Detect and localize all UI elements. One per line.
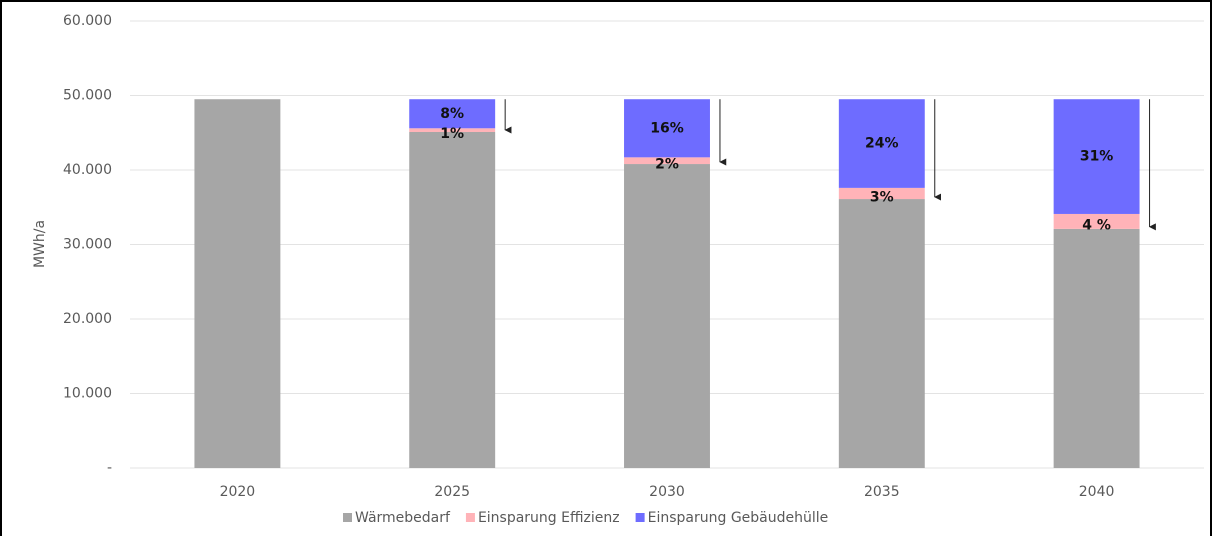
bar-segment: [409, 132, 496, 468]
x-tick-label: 2020: [220, 484, 256, 500]
x-tick-label: 2030: [649, 484, 685, 500]
data-label: 3%: [870, 189, 894, 205]
y-tick-label: 20.000: [63, 311, 112, 327]
legend-marker: [635, 513, 645, 522]
legend-label: Einsparung Effizienz: [478, 510, 620, 526]
y-tick-label: 40.000: [63, 162, 112, 178]
bar-segment: [624, 99, 710, 158]
data-label: 4 %: [1082, 217, 1111, 233]
y-tick-label: -: [107, 460, 112, 476]
x-tick-label: 2040: [1079, 484, 1115, 500]
data-label: 16%: [650, 120, 684, 136]
x-tick-label: 2035: [864, 484, 900, 500]
data-label: 31%: [1080, 149, 1114, 165]
bar-segment: [194, 99, 281, 468]
data-label: 8%: [440, 106, 464, 122]
x-tick-label: 2025: [434, 484, 470, 500]
y-tick-label: 30.000: [63, 237, 112, 253]
legend-marker: [343, 513, 352, 522]
bar-segment: [838, 99, 925, 188]
legend-label: Einsparung Gebäudehülle: [648, 510, 829, 526]
y-tick-label: 60.000: [63, 13, 112, 29]
bar-segment: [838, 199, 925, 468]
legend-marker: [465, 513, 475, 522]
bar-segment: [409, 99, 496, 129]
bar-segment: [1053, 99, 1140, 214]
bar-segment: [409, 128, 496, 133]
data-label: 2%: [655, 157, 679, 173]
bar-segment: [624, 157, 710, 165]
y-axis-label: MWh/a: [32, 220, 48, 268]
y-tick-label: 10.000: [63, 386, 112, 402]
y-tick-label: 50.000: [63, 88, 112, 104]
bar-segment: [1053, 228, 1140, 468]
data-label: 1%: [440, 126, 464, 142]
legend-label: Wärmebedarf: [355, 510, 451, 526]
bar-segment: [624, 164, 710, 469]
data-label: 24%: [865, 136, 899, 152]
bar-segment: [838, 187, 925, 200]
bar-segment: [1053, 213, 1140, 229]
